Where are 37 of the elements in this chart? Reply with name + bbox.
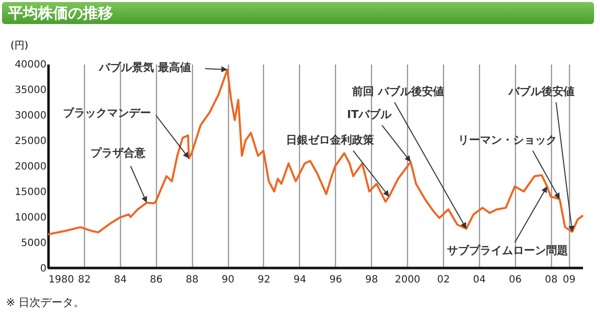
y-tick-label: 5000 <box>21 238 46 249</box>
y-tick-label: 15000 <box>14 187 46 198</box>
x-tick-label: 90 <box>222 274 234 286</box>
chart-title: 平均株価の推移 <box>2 2 594 24</box>
x-tick-label: 02 <box>437 274 450 286</box>
annotation: ブラックマンデー <box>63 106 152 120</box>
x-tick-label: 92 <box>258 274 270 286</box>
annotation: バブル景気 最高値 <box>98 61 191 74</box>
x-tick-label: 84 <box>114 274 127 286</box>
x-tick-label: 94 <box>293 274 306 286</box>
y-tick-label: 25000 <box>14 136 46 147</box>
y-tick-label: 30000 <box>14 110 46 122</box>
annotation: 前回 バブル後安値 <box>351 85 444 98</box>
text: ※ 日次データ。 <box>6 295 85 310</box>
x-tick-label: 08 <box>544 274 558 286</box>
x-tick-label: 96 <box>329 274 342 286</box>
x-tick-label: 1980 <box>48 274 74 286</box>
x-tick-label: 82 <box>78 274 91 286</box>
annotation: 日銀ゼロ金利政策 <box>286 134 375 146</box>
x-tick-label: 06 <box>508 274 522 286</box>
x-tick-label: 2000 <box>394 274 420 286</box>
annotation: プラザ合意 <box>90 146 147 160</box>
x-tick-label: 88 <box>186 274 198 286</box>
y-tick-label: 35000 <box>14 85 46 96</box>
y-tick-label: 0 <box>40 264 46 274</box>
y-tick-label: 40000 <box>14 60 46 70</box>
x-tick-label: 86 <box>150 274 163 286</box>
annotation: サブプライムローン問題 <box>447 244 568 258</box>
x-tick-label: 04 <box>473 274 486 286</box>
annotation: ITバブル <box>347 108 393 121</box>
annotation: バブル後安値 <box>508 85 575 98</box>
x-tick-label: 09 <box>562 274 576 286</box>
y-tick-label: 20000 <box>14 162 46 172</box>
annotation: リーマン・ショック <box>458 134 558 146</box>
x-tick-label: 98 <box>365 274 378 286</box>
y-axis-title: (円) <box>10 40 28 52</box>
y-tick-label: 10000 <box>14 212 46 224</box>
